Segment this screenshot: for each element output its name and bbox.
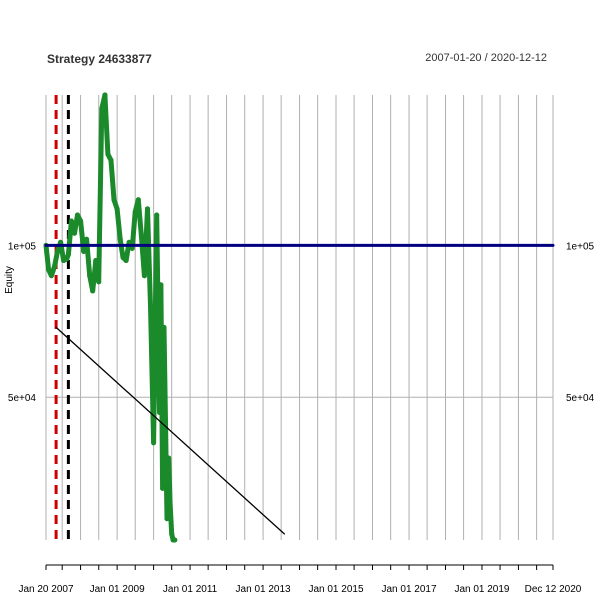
equity-point: [114, 206, 120, 212]
equity-point: [64, 256, 70, 262]
equity-point: [54, 248, 60, 254]
equity-point: [160, 485, 166, 491]
x-tick-label: Jan 01 2015: [308, 584, 363, 595]
equity-point: [132, 209, 138, 215]
equity-point: [93, 258, 99, 264]
equity-point: [99, 106, 105, 112]
equity-point: [147, 303, 153, 309]
equity-point: [135, 197, 141, 203]
equity-point: [167, 501, 173, 507]
equity-point: [126, 239, 132, 245]
x-tick-label: Dec 12 2020: [525, 584, 582, 595]
equity-point: [46, 267, 52, 273]
equity-point: [120, 255, 126, 261]
equity-point: [105, 151, 111, 157]
equity-point: [81, 248, 87, 254]
equity-point: [90, 288, 96, 294]
equity-point: [117, 236, 123, 242]
equity-point: [123, 258, 129, 264]
equity-point: [71, 230, 77, 236]
equity-point: [68, 218, 74, 224]
equity-point: [48, 273, 54, 279]
equity-point: [58, 239, 64, 245]
equity-point: [141, 273, 147, 279]
equity-point: [172, 537, 178, 543]
equity-point: [84, 236, 90, 242]
y-tick-label-left: 1e+05: [8, 241, 37, 252]
equity-point: [111, 197, 117, 203]
y-tick-label-left: 5e+04: [8, 393, 37, 404]
equity-point: [138, 233, 144, 239]
equity-point: [96, 279, 102, 285]
equity-point: [78, 218, 84, 224]
y-tick-label-right: 5e+04: [566, 393, 595, 404]
equity-point: [161, 324, 167, 330]
x-tick-label: Jan 01 2017: [382, 584, 437, 595]
equity-point: [156, 409, 162, 415]
equity-point: [144, 206, 150, 212]
equity-point: [74, 212, 80, 218]
x-tick-label: Jan 20 2007: [18, 584, 73, 595]
x-tick-label: Jan 01 2013: [236, 584, 291, 595]
equity-point: [65, 251, 71, 257]
chart-title: Strategy 24633877: [47, 52, 152, 66]
equity-point: [108, 157, 114, 163]
date-range-label: 2007-01-20 / 2020-12-12: [425, 52, 547, 64]
equity-point: [151, 440, 157, 446]
equity-point: [166, 455, 172, 461]
equity-point: [154, 212, 160, 218]
equity-point: [163, 425, 169, 431]
x-tick-label: Jan 01 2019: [454, 584, 509, 595]
trend-line: [55, 326, 285, 535]
x-tick-label: Jan 01 2011: [163, 584, 218, 595]
equity-point: [102, 92, 108, 98]
y-axis-label: Equity: [4, 266, 15, 294]
equity-point: [164, 516, 170, 522]
equity-point: [169, 531, 175, 537]
y-tick-label-right: 1e+05: [566, 241, 595, 252]
equity-point: [158, 282, 164, 288]
equity-point: [129, 245, 135, 251]
equity-point: [51, 264, 57, 270]
equity-point: [87, 273, 93, 279]
x-tick-label: Jan 01 2009: [90, 584, 145, 595]
